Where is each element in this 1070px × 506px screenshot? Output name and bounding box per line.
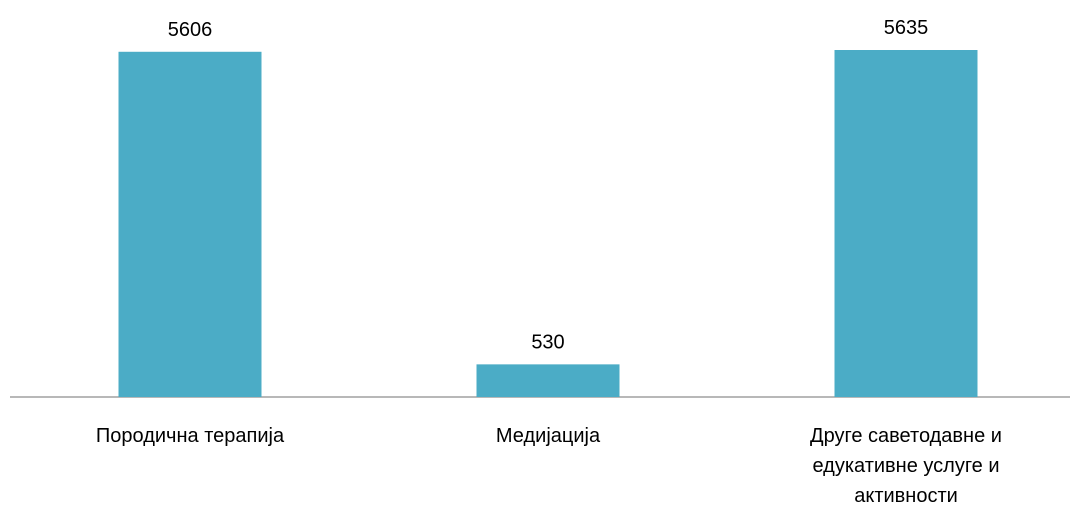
value-label: 5635: [884, 17, 929, 39]
category-label: Медијација: [495, 425, 601, 447]
value-label: 5606: [168, 19, 213, 41]
bar: [118, 51, 262, 398]
value-label: 530: [531, 331, 564, 353]
bar: [834, 50, 978, 397]
bar: [476, 364, 620, 397]
category-label: Друге саветодавне и едукативне услуге и …: [810, 425, 1002, 506]
category-label: Породична терапија: [95, 425, 285, 447]
